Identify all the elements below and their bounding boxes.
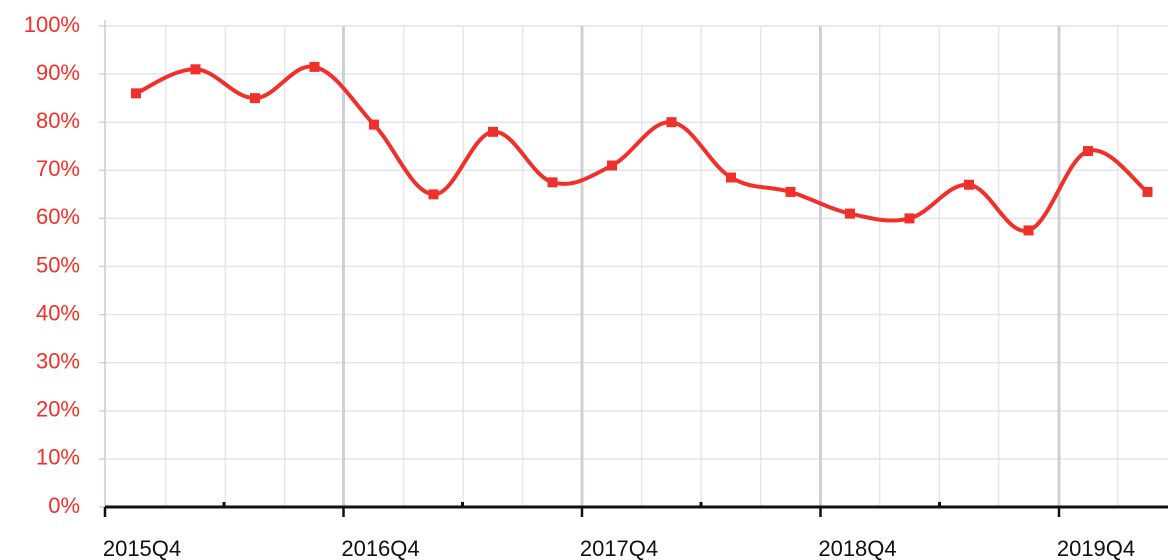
data-point <box>964 179 974 190</box>
y-tick-label: 70% <box>36 156 80 181</box>
grid-layer <box>99 25 1168 508</box>
y-tick-label: 30% <box>36 349 80 374</box>
y-tick-label: 50% <box>36 252 80 277</box>
y-tick-label: 20% <box>36 397 80 422</box>
x-tick-label: 2019Q4 <box>1057 536 1135 560</box>
data-point <box>785 186 796 197</box>
y-tick-label: 40% <box>36 300 80 325</box>
y-tick-label: 80% <box>36 108 80 133</box>
data-point <box>666 117 677 128</box>
axis-layer <box>103 20 1168 517</box>
series-layer <box>131 61 1153 236</box>
data-point <box>369 119 379 130</box>
y-tick-label: 100% <box>24 12 80 37</box>
data-point <box>904 213 915 224</box>
data-point <box>190 64 201 75</box>
data-point <box>1083 146 1093 157</box>
x-tick-labels: 2015Q4 2016Q4 2017Q4 2018Q4 2019Q4 <box>103 536 1135 560</box>
data-point <box>309 61 320 72</box>
data-point <box>1023 225 1034 236</box>
y-tick-labels: 0% 10% 20% 30% 40% 50% 60% 70% 80% 90% 100% <box>24 12 80 518</box>
x-tick-label: 2018Q4 <box>818 536 896 560</box>
data-point <box>131 88 141 99</box>
data-point <box>488 126 498 137</box>
data-point <box>547 177 558 188</box>
data-point <box>428 189 439 200</box>
x-tick-label: 2017Q4 <box>580 536 658 560</box>
y-tick-label: 10% <box>36 445 80 470</box>
data-point <box>845 208 855 219</box>
x-tick-label: 2015Q4 <box>103 536 181 560</box>
data-point <box>726 172 736 183</box>
data-point <box>250 93 260 104</box>
x-tick-label: 2016Q4 <box>341 536 419 560</box>
data-point <box>1142 186 1153 197</box>
y-tick-label: 60% <box>36 204 80 229</box>
data-point <box>607 160 617 171</box>
y-tick-label: 90% <box>36 60 80 85</box>
y-tick-label: 0% <box>48 493 80 518</box>
